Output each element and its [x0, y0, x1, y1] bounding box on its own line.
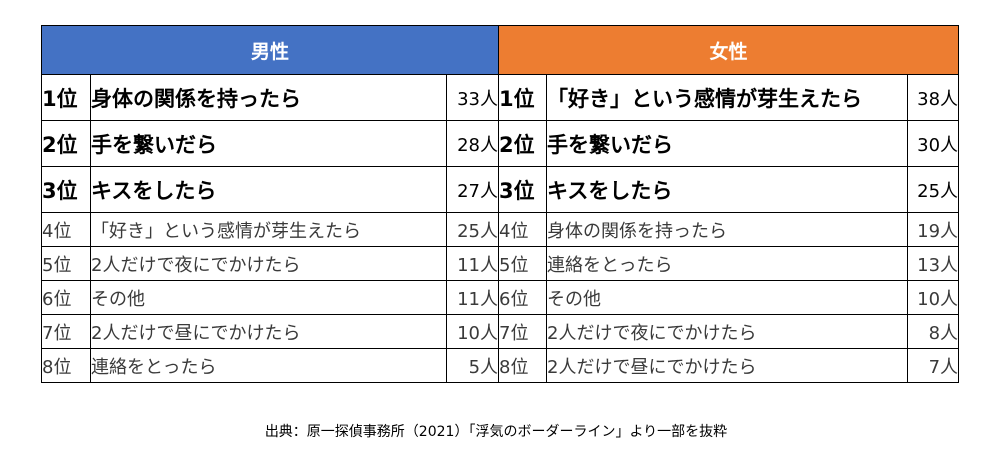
female-rank: 5位 — [498, 246, 548, 281]
male-rank: 3位 — [41, 166, 91, 213]
table-row: 6位 その他 11人 6位 その他 10人 — [41, 280, 960, 315]
female-rank: 3位 — [498, 166, 548, 213]
male-count: 11人 — [445, 280, 500, 315]
table-row: 4位 「好き」という感情が芽生えたら 25人 4位 身体の関係を持ったら 19人 — [41, 212, 960, 247]
male-count: 27人 — [445, 166, 500, 213]
female-rank: 6位 — [498, 280, 548, 315]
male-rank: 6位 — [41, 280, 91, 315]
male-item: キスをしたら — [90, 166, 447, 213]
table-row: 2位 手を繋いだら 28人 2位 手を繋いだら 30人 — [41, 120, 960, 167]
female-count: 25人 — [907, 166, 960, 213]
female-item: 手を繋いだら — [546, 120, 909, 167]
female-count: 38人 — [907, 74, 960, 121]
female-item: 2人だけで夜にでかけたら — [546, 314, 909, 349]
male-rank: 8位 — [41, 348, 91, 383]
ranking-table: 男性 女性 1位 身体の関係を持ったら 33人 1位 「好き」という感情が芽生え… — [40, 25, 960, 383]
table-row: 5位 2人だけで夜にでかけたら 11人 5位 連絡をとったら 13人 — [41, 246, 960, 281]
source-caption: 出典：原一探偵事務所（2021）「浮気のボーダーライン」より一部を抜粋 — [264, 424, 728, 440]
female-rank: 4位 — [498, 212, 548, 247]
female-rank: 8位 — [498, 348, 548, 383]
male-item: 2人だけで昼にでかけたら — [90, 314, 447, 349]
female-count: 7人 — [907, 348, 960, 383]
table-row: 1位 身体の関係を持ったら 33人 1位 「好き」という感情が芽生えたら 38人 — [41, 74, 960, 121]
male-count: 28人 — [445, 120, 500, 167]
male-item: 手を繋いだら — [90, 120, 447, 167]
male-count: 11人 — [445, 246, 500, 281]
table-row: 7位 2人だけで昼にでかけたら 10人 7位 2人だけで夜にでかけたら 8人 — [41, 314, 960, 349]
female-count: 30人 — [907, 120, 960, 167]
male-count: 25人 — [445, 212, 500, 247]
female-rank: 1位 — [498, 74, 548, 121]
table-row: 3位 キスをしたら 27人 3位 キスをしたら 25人 — [41, 166, 960, 213]
male-item: その他 — [90, 280, 447, 315]
male-item: 身体の関係を持ったら — [90, 74, 447, 121]
female-count: 8人 — [907, 314, 960, 349]
male-rank: 1位 — [41, 74, 91, 121]
male-count: 5人 — [445, 348, 500, 383]
male-item: 「好き」という感情が芽生えたら — [90, 212, 447, 247]
female-rank: 2位 — [498, 120, 548, 167]
female-item: 身体の関係を持ったら — [546, 212, 909, 247]
female-count: 10人 — [907, 280, 960, 315]
female-rank: 7位 — [498, 314, 548, 349]
table-row: 8位 連絡をとったら 5人 8位 2人だけで昼にでかけたら 7人 — [41, 348, 960, 383]
female-item: 「好き」という感情が芽生えたら — [546, 74, 909, 121]
male-count: 33人 — [445, 74, 500, 121]
male-item: 2人だけで夜にでかけたら — [90, 246, 447, 281]
female-count: 13人 — [907, 246, 960, 281]
female-count: 19人 — [907, 212, 960, 247]
female-item: 連絡をとったら — [546, 246, 909, 281]
male-rank: 5位 — [41, 246, 91, 281]
male-rank: 2位 — [41, 120, 91, 167]
female-header: 女性 — [498, 25, 960, 75]
female-item: 2人だけで昼にでかけたら — [546, 348, 909, 383]
female-item: キスをしたら — [546, 166, 909, 213]
male-rank: 7位 — [41, 314, 91, 349]
male-count: 10人 — [445, 314, 500, 349]
male-item: 連絡をとったら — [90, 348, 447, 383]
male-rank: 4位 — [41, 212, 91, 247]
male-header: 男性 — [40, 25, 500, 75]
female-item: その他 — [546, 280, 909, 315]
